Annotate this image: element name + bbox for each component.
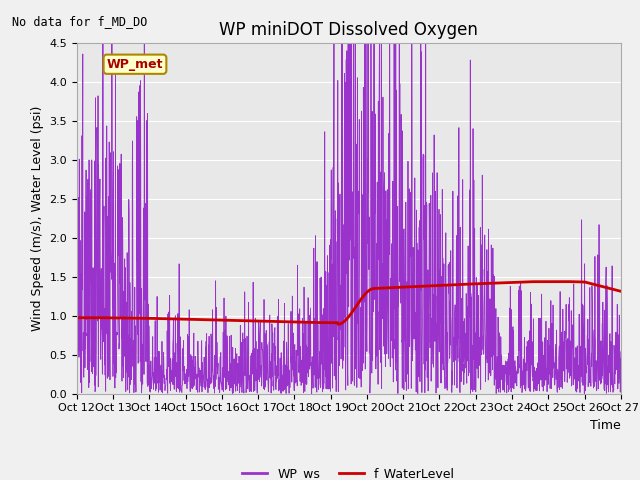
Text: No data for f_MD_DO: No data for f_MD_DO xyxy=(12,15,147,28)
Title: WP miniDOT Dissolved Oxygen: WP miniDOT Dissolved Oxygen xyxy=(220,21,478,39)
Legend: WP_ws, f_WaterLevel: WP_ws, f_WaterLevel xyxy=(237,462,460,480)
Text: WP_met: WP_met xyxy=(107,58,163,71)
X-axis label: Time: Time xyxy=(590,419,621,432)
Y-axis label: Wind Speed (m/s), Water Level (psi): Wind Speed (m/s), Water Level (psi) xyxy=(31,106,44,331)
